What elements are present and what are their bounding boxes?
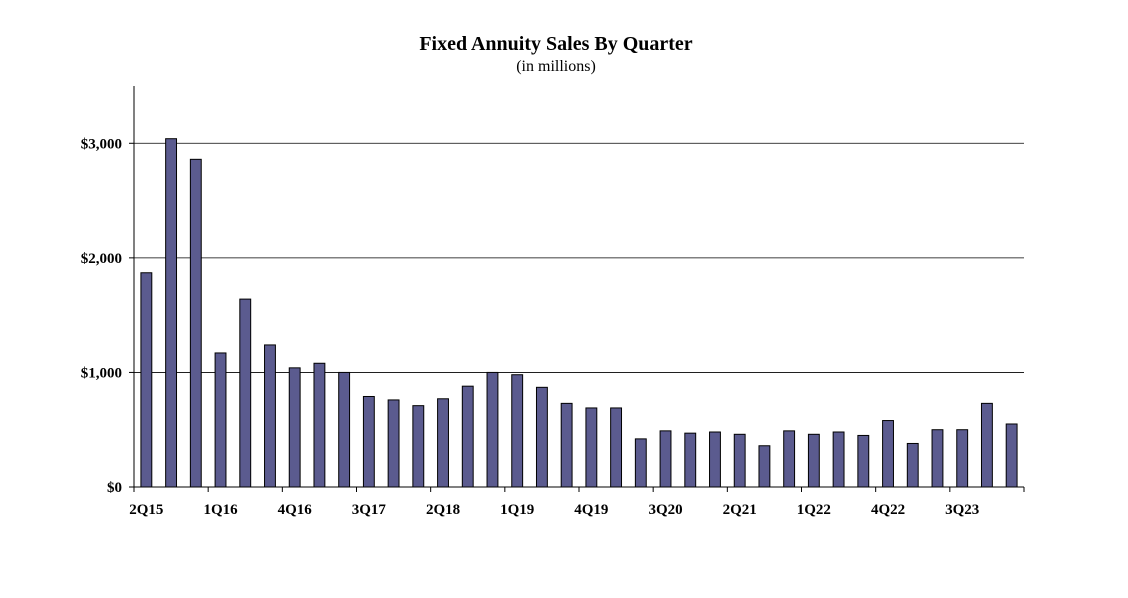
bar-1Q22 (807, 433, 820, 488)
bar-1Q24 (1005, 423, 1018, 488)
y-tick-label: $1,000 (81, 365, 122, 381)
gridlines (134, 142, 1024, 373)
y-tick-label: $3,000 (81, 136, 122, 152)
chart-subtitle: (in millions) (516, 58, 596, 75)
bar-1Q21 (709, 431, 721, 488)
bar-2Q16 (239, 298, 252, 488)
y-tick-label: $2,000 (81, 251, 122, 267)
bar-3Q22 (857, 434, 870, 488)
bar-1Q19 (511, 374, 524, 488)
bar-4Q16 (288, 367, 301, 488)
x-tick-label: 1Q22 (797, 502, 831, 518)
bar-3Q21 (758, 445, 771, 488)
bar-1Q18 (412, 405, 425, 488)
bar-2Q23 (931, 429, 944, 488)
x-axis-labels: 2Q15 1Q16 4Q16 3Q17 2Q18 1Q19 4Q19 3Q20 2Q21 1Q22… (129, 502, 979, 518)
bar-1Q16 (214, 352, 227, 488)
bar-1Q17 (313, 362, 326, 488)
bar-4Q21 (783, 430, 796, 488)
y-axis-labels: $0 $1,000 $2,000 $3,000 (81, 136, 122, 496)
x-tick-label: 3Q23 (945, 502, 979, 518)
bar-4Q18 (486, 371, 499, 488)
y-tick-label: $0 (107, 480, 122, 496)
x-tick-label: 1Q19 (500, 502, 534, 518)
bar-1Q23 (906, 442, 919, 488)
bar-2Q17 (338, 371, 351, 488)
bar-2Q18 (437, 398, 449, 488)
axes (129, 86, 1025, 492)
bars (140, 138, 1018, 488)
bar-4Q15 (189, 158, 202, 488)
chart-title: Fixed Annuity Sales By Quarter (419, 33, 692, 55)
bar-1Q20 (610, 407, 623, 488)
x-tick-label: 4Q22 (871, 502, 905, 518)
bar-2Q22 (832, 431, 845, 488)
x-tick-label: 4Q16 (278, 502, 313, 518)
x-tick-label: 4Q19 (574, 502, 608, 518)
x-tick-label: 2Q21 (723, 502, 757, 518)
bar-3Q18 (461, 385, 474, 488)
bar-4Q23 (980, 402, 993, 488)
bar-3Q16 (264, 344, 276, 488)
bar-4Q17 (387, 399, 400, 488)
bar-3Q15 (165, 138, 178, 488)
bar-2Q19 (535, 386, 548, 488)
bar-4Q22 (882, 420, 894, 488)
x-tick-label: 3Q17 (352, 502, 387, 518)
bar-3Q20 (659, 430, 672, 488)
x-tick-label: 2Q15 (129, 502, 163, 518)
bar-4Q20 (684, 432, 697, 488)
bar-3Q17 (362, 395, 375, 488)
bar-2Q21 (733, 433, 746, 488)
bar-2Q20 (634, 438, 647, 488)
bar-4Q19 (585, 407, 598, 488)
bar-3Q23 (956, 429, 969, 488)
bar-2Q15 (140, 272, 153, 488)
x-tick-label: 3Q20 (648, 502, 682, 518)
x-tick-label: 1Q16 (203, 502, 238, 518)
bar-3Q19 (560, 402, 573, 488)
x-tick-label: 2Q18 (426, 502, 460, 518)
